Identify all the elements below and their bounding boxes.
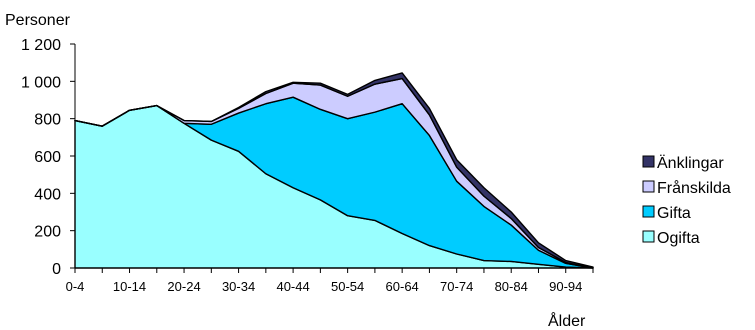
x-tick-label: 0-4 — [66, 279, 85, 294]
legend: Änklingar Frånskilda Gifta Ogifta — [642, 154, 731, 247]
legend-swatch-anklingar — [642, 155, 655, 168]
x-tick-label: 50-54 — [331, 279, 364, 294]
y-axis-ticks: 0 200 400 600 800 1 000 1 200 — [21, 37, 75, 278]
legend-swatch-franskilda — [642, 180, 655, 193]
x-axis-title: Ålder — [548, 311, 586, 330]
legend-swatch-gifta — [642, 205, 655, 218]
x-tick-label: 80-84 — [495, 279, 528, 294]
legend-label-gifta: Gifta — [657, 205, 691, 222]
y-tick-label: 400 — [34, 186, 61, 203]
legend-swatch-ogifta — [642, 230, 655, 243]
area-series — [74, 72, 594, 269]
y-tick-label: 600 — [34, 149, 61, 166]
x-tick-label: 20-24 — [167, 279, 200, 294]
y-tick-label: 800 — [34, 112, 61, 129]
x-tick-label: 10-14 — [113, 279, 146, 294]
x-tick-label: 60-64 — [386, 279, 419, 294]
x-axis-ticks: 0-4 10-14 20-24 30-34 40-44 50-54 60-64 70-74 80… — [66, 268, 594, 294]
legend-label-anklingar: Änklingar — [657, 154, 724, 172]
legend-label-ogifta: Ogifta — [657, 230, 700, 247]
y-tick-label: 200 — [34, 224, 61, 241]
legend-label-franskilda: Frånskilda — [657, 179, 731, 197]
y-axis-title: Personer — [5, 12, 71, 29]
y-tick-label: 0 — [52, 261, 61, 278]
y-tick-label: 1 000 — [21, 74, 61, 91]
x-tick-label: 90-94 — [549, 279, 582, 294]
x-tick-label: 30-34 — [222, 279, 255, 294]
y-tick-label: 1 200 — [21, 37, 61, 54]
x-tick-label: 70-74 — [440, 279, 473, 294]
x-tick-label: 40-44 — [276, 279, 309, 294]
